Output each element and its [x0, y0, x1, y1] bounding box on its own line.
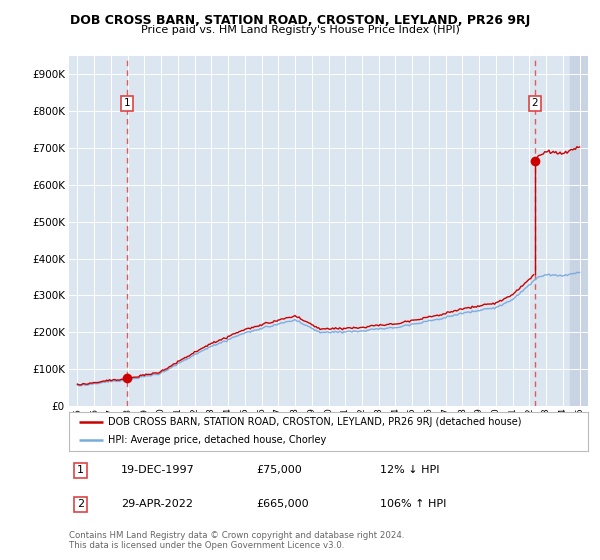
Bar [569, 56, 588, 406]
Text: 106% ↑ HPI: 106% ↑ HPI [380, 500, 447, 510]
Text: HPI: Average price, detached house, Chorley: HPI: Average price, detached house, Chor… [108, 435, 326, 445]
Text: DOB CROSS BARN, STATION ROAD, CROSTON, LEYLAND, PR26 9RJ (detached house): DOB CROSS BARN, STATION ROAD, CROSTON, L… [108, 417, 521, 427]
Text: 29-APR-2022: 29-APR-2022 [121, 500, 193, 510]
Text: 12% ↓ HPI: 12% ↓ HPI [380, 465, 440, 475]
Text: 2: 2 [531, 98, 538, 108]
Text: DOB CROSS BARN, STATION ROAD, CROSTON, LEYLAND, PR26 9RJ: DOB CROSS BARN, STATION ROAD, CROSTON, L… [70, 14, 530, 27]
Text: 1: 1 [77, 465, 84, 475]
Text: 1: 1 [124, 98, 130, 108]
Text: £665,000: £665,000 [256, 500, 308, 510]
Text: Contains HM Land Registry data © Crown copyright and database right 2024.
This d: Contains HM Land Registry data © Crown c… [69, 531, 404, 550]
Text: Price paid vs. HM Land Registry's House Price Index (HPI): Price paid vs. HM Land Registry's House … [140, 25, 460, 35]
Bar [569, 56, 588, 406]
Text: 19-DEC-1997: 19-DEC-1997 [121, 465, 194, 475]
Text: £75,000: £75,000 [256, 465, 302, 475]
Text: 2: 2 [77, 500, 84, 510]
